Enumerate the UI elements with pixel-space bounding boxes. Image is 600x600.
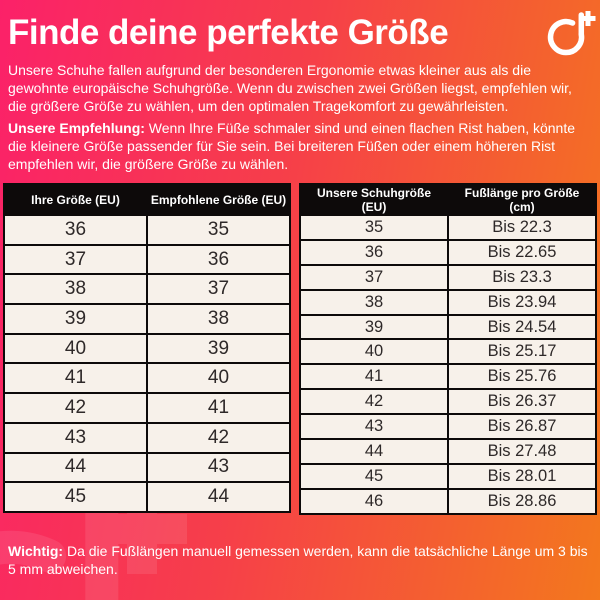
size-conversion-table: Ihre Größe (EU) Empfohlene Größe (EU) 36 3… (3, 183, 291, 513)
table-row: 46 Bis 28.86 (299, 487, 597, 515)
table-cell: 38 (299, 288, 449, 316)
table-cell: Bis 23.94 (447, 288, 597, 316)
table-cell: 35 (299, 214, 449, 241)
table-cell: 41 (146, 392, 291, 424)
table-cell: 40 (3, 332, 148, 365)
table-cell: 43 (146, 451, 291, 484)
column-header: Ihre Größe (EU) (3, 183, 148, 216)
intro-text: Unsere Schuhe fallen aufgrund der besond… (8, 62, 572, 114)
table-cell: 37 (146, 273, 291, 306)
table-row: 36 Bis 22.65 (299, 238, 597, 266)
table-cell: 44 (299, 438, 449, 465)
brand-logo-icon (547, 11, 596, 56)
table-cell: 41 (3, 362, 148, 395)
table-cell: Bis 26.87 (447, 413, 597, 441)
table-row: 42 41 (3, 392, 291, 424)
table-cell: Bis 28.86 (447, 487, 597, 515)
table-cell: 38 (3, 273, 148, 306)
table-cell: 36 (299, 238, 449, 266)
page-title: Finde deine perfekte Größe (8, 13, 449, 52)
table-row: 38 Bis 23.94 (299, 288, 597, 316)
table-cell: Bis 27.48 (447, 438, 597, 465)
table-row: 39 Bis 24.54 (299, 313, 597, 341)
table-row: 44 Bis 27.48 (299, 438, 597, 465)
table-row: 40 39 (3, 332, 291, 365)
recommendation-body: Wenn Ihre Füße schmaler sind und einen f… (8, 120, 576, 172)
table-row: 45 Bis 28.01 (299, 462, 597, 490)
table-row: 44 43 (3, 451, 291, 484)
table-row: 38 37 (3, 273, 291, 306)
table-cell: Bis 25.17 (447, 338, 597, 366)
table-cell: 40 (299, 338, 449, 366)
table-cell: 38 (146, 303, 291, 335)
table-cell: Bis 28.01 (447, 462, 597, 490)
table-cell: 45 (3, 481, 148, 513)
table-cell: 45 (299, 462, 449, 490)
table-cell: Bis 24.54 (447, 313, 597, 341)
table-cell: Bis 26.37 (447, 388, 597, 416)
table-header-row: Ihre Größe (EU) Empfohlene Größe (EU) (3, 183, 291, 216)
table-cell: 36 (146, 243, 291, 276)
column-header: Empfohlene Größe (EU) (146, 183, 291, 216)
foot-length-table: Unsere Schuhgröße (EU) Fußlänge pro Größe… (299, 183, 597, 515)
table-cell: Bis 22.3 (447, 214, 597, 241)
table-cell: 39 (146, 332, 291, 365)
table-row: 37 36 (3, 243, 291, 276)
table-cell: Bis 23.3 (447, 263, 597, 291)
table-cell: 43 (299, 413, 449, 441)
table-row: 41 Bis 25.76 (299, 363, 597, 391)
recommendation-text: Unsere Empfehlung: Wenn Ihre Füße schmal… (8, 120, 592, 173)
table-row: 43 42 (3, 421, 291, 454)
table-row: 39 38 (3, 303, 291, 335)
table-row: 41 40 (3, 362, 291, 395)
recommendation-label: Unsere Empfehlung: (8, 120, 145, 136)
table-cell: Bis 25.76 (447, 363, 597, 391)
important-note-body: Da die Fußlängen manuell gemessen werden… (8, 543, 588, 577)
column-header: Fußlänge pro Größe (cm) (447, 183, 597, 216)
table-header-row: Unsere Schuhgröße (EU) Fußlänge pro Größe… (299, 183, 597, 216)
table-cell: 36 (3, 214, 148, 246)
table-cell: 42 (299, 388, 449, 416)
table-row: 37 Bis 23.3 (299, 263, 597, 291)
table-cell: 40 (146, 362, 291, 395)
table-row: 45 44 (3, 481, 291, 513)
table-cell: 42 (3, 392, 148, 424)
table-cell: 42 (146, 421, 291, 454)
table-cell: 41 (299, 363, 449, 391)
table-cell: 37 (299, 263, 449, 291)
table-cell: 44 (3, 451, 148, 484)
important-note-label: Wichtig: (8, 543, 64, 559)
table-cell: 43 (3, 421, 148, 454)
column-header: Unsere Schuhgröße (EU) (299, 183, 449, 216)
table-row: 36 35 (3, 214, 291, 246)
table-cell: 35 (146, 214, 291, 246)
important-note: Wichtig: Da die Fußlängen manuell gemess… (8, 543, 592, 579)
table-cell: 44 (146, 481, 291, 513)
table-cell: 46 (299, 487, 449, 515)
table-row: 42 Bis 26.37 (299, 388, 597, 416)
table-cell: 37 (3, 243, 148, 276)
table-cell: 39 (3, 303, 148, 335)
table-cell: Bis 22.65 (447, 238, 597, 266)
table-row: 43 Bis 26.87 (299, 413, 597, 441)
table-row: 40 Bis 25.17 (299, 338, 597, 366)
table-cell: 39 (299, 313, 449, 341)
table-row: 35 Bis 22.3 (299, 214, 597, 241)
